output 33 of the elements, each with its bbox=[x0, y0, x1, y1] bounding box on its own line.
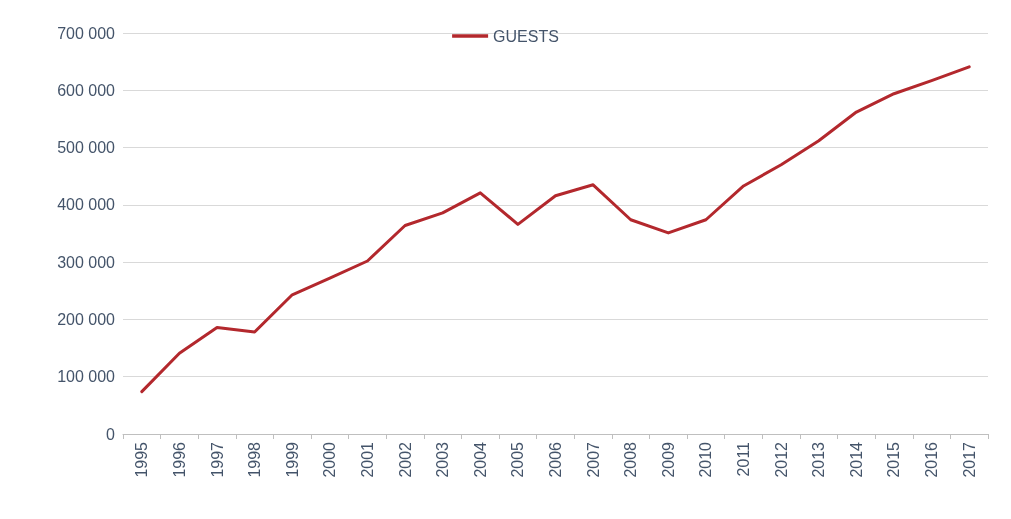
x-tick-label: 2004 bbox=[471, 441, 489, 478]
y-tick-label: 0 bbox=[106, 425, 116, 443]
x-tick-label: 1996 bbox=[170, 441, 188, 478]
x-tick-label: 2016 bbox=[923, 441, 941, 478]
x-tick-label: 1995 bbox=[133, 441, 151, 478]
x-tick-label: 2001 bbox=[358, 441, 376, 478]
x-tick-label: 2012 bbox=[772, 441, 790, 478]
y-tick-label: 100 000 bbox=[57, 368, 116, 386]
x-tick-label: 2005 bbox=[509, 441, 527, 478]
y-tick-label: 500 000 bbox=[57, 139, 116, 157]
y-tick-label: 600 000 bbox=[57, 81, 116, 99]
legend-label: GUESTS bbox=[493, 27, 559, 45]
line-series bbox=[140, 65, 971, 394]
y-tick-label: 200 000 bbox=[57, 310, 116, 328]
x-tick-label: 2002 bbox=[396, 441, 414, 478]
y-tick-label: 300 000 bbox=[57, 253, 116, 271]
y-tick-label: 700 000 bbox=[57, 24, 116, 42]
x-tick-label: 2006 bbox=[547, 441, 564, 478]
x-tick-label: 2007 bbox=[584, 441, 602, 478]
x-tick-label: 2015 bbox=[885, 441, 903, 478]
x-tick-label: 2010 bbox=[697, 441, 715, 478]
x-tick-label: 2008 bbox=[622, 441, 640, 478]
x-tick-label: 2009 bbox=[659, 441, 677, 478]
x-tick-label: 1998 bbox=[246, 441, 264, 478]
x-tick-label: 2000 bbox=[321, 441, 339, 478]
x-tick-label: 2014 bbox=[847, 441, 865, 478]
x-tick-label: 1999 bbox=[283, 441, 301, 478]
x-tick-label: 2003 bbox=[434, 441, 452, 478]
x-tick-label: 2011 bbox=[735, 441, 753, 477]
x-tick-label: 2017 bbox=[960, 441, 978, 478]
y-tick-label: 400 000 bbox=[57, 196, 116, 214]
x-tick-label: 2013 bbox=[810, 441, 828, 478]
x-tick-label: 1997 bbox=[208, 441, 226, 478]
